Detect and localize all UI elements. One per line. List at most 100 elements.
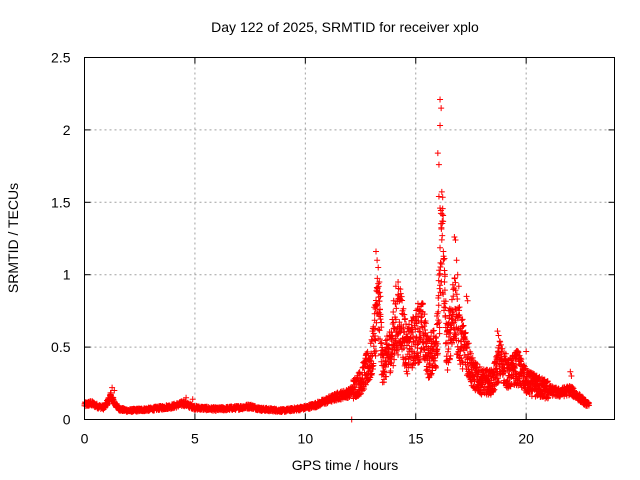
data-point: [493, 365, 500, 372]
data-point: [417, 334, 424, 341]
x-tick-label: 10: [298, 431, 314, 447]
data-point: [359, 387, 366, 394]
y-tick-label: 2: [63, 122, 71, 138]
data-point: [374, 257, 381, 264]
data-point: [414, 341, 421, 348]
data-point: [376, 306, 383, 313]
data-point: [569, 384, 576, 391]
data-point: [502, 350, 509, 357]
data-point: [442, 304, 449, 311]
data-point: [490, 387, 497, 394]
data-point: [371, 336, 378, 343]
data-point: [495, 378, 502, 385]
data-point: [435, 308, 442, 315]
data-point: [389, 320, 396, 327]
data-point: [441, 271, 448, 278]
data-point: [494, 379, 501, 386]
data-point: [523, 348, 530, 355]
data-point: [389, 335, 396, 342]
y-tick-label: 0: [63, 412, 71, 428]
data-point: [189, 396, 196, 403]
data-point: [436, 272, 443, 279]
data-point: [497, 338, 504, 345]
data-point: [366, 357, 373, 364]
data-point: [451, 234, 458, 241]
data-point: [464, 297, 471, 304]
data-point: [395, 278, 402, 285]
data-point: [494, 328, 501, 335]
data-point: [434, 150, 441, 157]
data-point: [465, 340, 472, 347]
data-point: [381, 369, 388, 376]
data-point: [445, 345, 452, 352]
data-point: [454, 271, 461, 278]
data-point: [399, 297, 406, 304]
data-point: [183, 394, 190, 401]
data-point: [406, 321, 413, 328]
data-point: [375, 326, 382, 333]
data-point: [408, 326, 415, 333]
data-point: [370, 343, 377, 350]
data-point: [497, 351, 504, 358]
data-point: [497, 341, 504, 348]
data-point: [458, 317, 465, 324]
data-point: [433, 363, 440, 370]
data-point: [452, 332, 459, 339]
data-point: [406, 353, 413, 360]
data-point: [361, 385, 368, 392]
data-point: [454, 296, 461, 303]
data-point: [377, 311, 384, 318]
data-point: [434, 350, 441, 357]
data-point: [436, 319, 443, 326]
data-point: [434, 340, 441, 347]
data-point: [435, 302, 442, 309]
data-point: [422, 329, 429, 336]
data-point: [509, 360, 516, 367]
data-point: [364, 348, 371, 355]
data-point: [454, 326, 461, 333]
data-point: [467, 350, 474, 357]
x-axis-label: GPS time / hours: [292, 457, 399, 473]
data-point: [376, 298, 383, 305]
data-point: [397, 286, 404, 293]
data-point: [400, 345, 407, 352]
data-point: [436, 330, 443, 337]
data-point: [417, 329, 424, 336]
data-point: [432, 354, 439, 361]
x-tick-label: 20: [518, 431, 534, 447]
data-point: [439, 194, 446, 201]
data-point: [439, 211, 446, 218]
y-tick-label: 1: [63, 267, 71, 283]
data-point: [437, 205, 444, 212]
data-point: [376, 336, 383, 343]
x-tick-label: 0: [81, 431, 89, 447]
plot-frame: [84, 57, 615, 420]
data-point: [452, 287, 459, 294]
data-point: [393, 305, 400, 312]
data-point: [452, 279, 459, 286]
data-point: [439, 205, 446, 212]
data-point: [445, 359, 452, 366]
data-point: [459, 316, 466, 323]
data-point: [459, 358, 466, 365]
tick-layer: 0 0.5 1 1.5 2 2.5 0 5 10 15 20: [51, 50, 615, 447]
data-point: [374, 275, 381, 282]
data-point: [362, 381, 369, 388]
data-point: [421, 319, 428, 326]
data-point: [376, 289, 383, 296]
data-point: [377, 293, 384, 300]
data-point: [463, 293, 470, 300]
data-point: [451, 275, 458, 282]
data-point: [407, 327, 414, 334]
data-point: [392, 316, 399, 323]
data-point: [390, 362, 397, 369]
data-point: [383, 373, 390, 380]
data-point: [438, 261, 445, 268]
data-point: [515, 348, 522, 355]
data-point: [435, 193, 442, 200]
grid-layer: [84, 57, 615, 420]
data-point: [458, 355, 465, 362]
data-point: [402, 315, 409, 322]
data-point: [392, 283, 399, 290]
data-point: [447, 329, 454, 336]
